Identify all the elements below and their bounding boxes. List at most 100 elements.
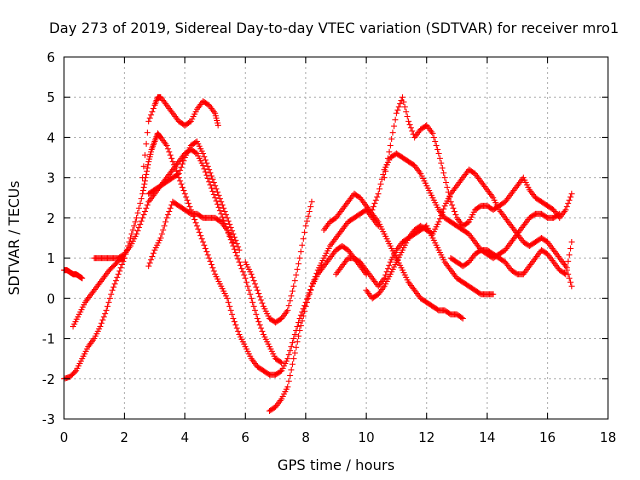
data-point-marker [243, 279, 250, 286]
data-point-marker [302, 303, 309, 310]
data-point-marker [313, 270, 320, 277]
data-point-marker [220, 205, 227, 212]
data-point-marker [435, 218, 442, 225]
data-point-marker [449, 202, 456, 209]
data-point-marker [299, 317, 306, 324]
data-point-marker [202, 169, 209, 176]
data-point-marker [214, 189, 221, 196]
data-point-marker [229, 227, 236, 234]
data-point-marker [157, 235, 164, 241]
series-track-13 [381, 94, 575, 229]
data-point-marker [303, 218, 310, 225]
data-point-marker [301, 302, 308, 309]
data-point-marker [144, 202, 151, 209]
data-point-marker [145, 118, 152, 125]
data-point-marker [249, 274, 256, 281]
data-point-marker [145, 161, 152, 168]
data-point-marker [175, 170, 182, 177]
data-point-marker [71, 368, 78, 375]
x-tick-label: 4 [181, 431, 189, 446]
data-point-marker [235, 255, 242, 262]
data-point-marker [407, 124, 414, 131]
data-point-marker [294, 266, 301, 273]
data-point-marker [237, 262, 244, 269]
data-point-marker [201, 153, 208, 160]
data-point-marker [393, 110, 400, 117]
data-point-marker [566, 275, 573, 282]
data-point-marker [295, 319, 302, 326]
data-point-marker [242, 275, 249, 282]
data-point-marker [235, 328, 242, 335]
data-point-marker [440, 169, 447, 176]
data-point-marker [459, 315, 466, 322]
data-point-marker [203, 172, 210, 179]
data-point-marker [381, 174, 388, 181]
data-point-marker [104, 303, 111, 310]
data-point-marker [161, 222, 168, 229]
data-point-marker [409, 128, 416, 135]
data-point-marker [307, 287, 314, 294]
data-point-marker [215, 192, 222, 199]
data-point-marker [312, 273, 319, 280]
data-point-marker [167, 152, 174, 159]
data-point-marker [201, 242, 208, 249]
data-point-marker [249, 299, 256, 306]
series-track-14 [363, 166, 575, 302]
data-point-marker [144, 165, 151, 172]
y-tick-label: 1 [47, 252, 55, 267]
data-point-marker [138, 218, 145, 225]
data-point-marker [134, 210, 141, 217]
data-point-marker [183, 193, 190, 200]
data-point-marker [443, 179, 450, 186]
data-point-marker [295, 333, 302, 340]
y-tick-label: 2 [47, 212, 55, 227]
data-point-marker [567, 193, 574, 200]
data-point-marker [98, 320, 105, 327]
x-tick-label: 0 [60, 431, 68, 446]
data-point-marker [429, 130, 436, 137]
data-point-marker [231, 318, 238, 325]
data-point-marker [140, 187, 147, 194]
data-point-marker [212, 182, 219, 189]
data-point-marker [145, 263, 152, 270]
data-point-marker [566, 197, 573, 204]
data-point-marker [436, 215, 443, 222]
data-point-marker [167, 205, 174, 212]
data-point-marker [204, 163, 211, 170]
data-point-marker [168, 155, 175, 162]
data-point-marker [294, 338, 301, 345]
data-point-marker [391, 123, 398, 130]
x-tick-label: 8 [302, 431, 310, 446]
data-point-marker [230, 315, 237, 322]
data-point-marker [244, 283, 251, 290]
data-point-marker [174, 171, 181, 178]
data-point-marker [248, 271, 255, 278]
data-point-marker [212, 194, 219, 201]
data-point-marker [179, 184, 186, 191]
data-point-marker [297, 322, 304, 329]
data-point-marker [250, 277, 257, 284]
data-point-marker [197, 232, 204, 239]
data-point-marker [383, 161, 390, 168]
data-point-marker [202, 245, 209, 252]
data-point-marker [259, 300, 266, 307]
data-point-marker [202, 156, 209, 163]
data-point-marker [291, 277, 298, 284]
data-point-marker [180, 157, 187, 164]
data-point-marker [405, 118, 412, 125]
series-track-6 [145, 138, 243, 254]
data-point-marker [209, 264, 216, 271]
data-point-marker [444, 184, 451, 191]
data-point-marker [399, 94, 406, 101]
data-point-marker [289, 288, 296, 295]
data-point-marker [160, 226, 167, 233]
data-point-marker [370, 203, 377, 210]
data-point-marker [105, 299, 112, 306]
data-point-marker [209, 176, 216, 183]
data-point-marker [288, 292, 295, 299]
data-point-marker [225, 299, 232, 306]
data-point-marker [79, 275, 86, 282]
data-point-marker [210, 267, 217, 274]
data-point-marker [230, 230, 237, 237]
data-point-marker [451, 208, 458, 215]
